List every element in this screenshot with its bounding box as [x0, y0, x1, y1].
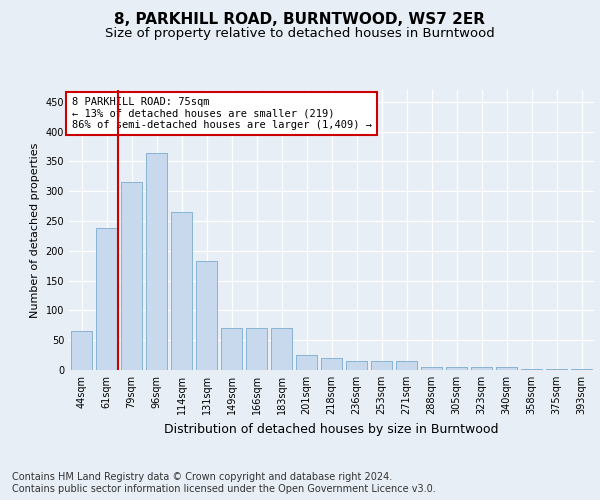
Bar [146, 152, 167, 370]
Bar [171, 212, 192, 370]
Bar [396, 361, 417, 370]
Bar [571, 369, 592, 370]
Bar [546, 369, 567, 370]
Bar [446, 367, 467, 370]
X-axis label: Distribution of detached houses by size in Burntwood: Distribution of detached houses by size … [164, 422, 499, 436]
Text: Contains public sector information licensed under the Open Government Licence v3: Contains public sector information licen… [12, 484, 436, 494]
Bar [346, 361, 367, 370]
Text: Contains HM Land Registry data © Crown copyright and database right 2024.: Contains HM Land Registry data © Crown c… [12, 472, 392, 482]
Bar [71, 332, 92, 370]
Bar [421, 367, 442, 370]
Bar [196, 261, 217, 370]
Bar [296, 355, 317, 370]
Text: Size of property relative to detached houses in Burntwood: Size of property relative to detached ho… [105, 28, 495, 40]
Bar [496, 367, 517, 370]
Y-axis label: Number of detached properties: Number of detached properties [30, 142, 40, 318]
Bar [121, 182, 142, 370]
Bar [471, 367, 492, 370]
Bar [221, 328, 242, 370]
Text: 8 PARKHILL ROAD: 75sqm
← 13% of detached houses are smaller (219)
86% of semi-de: 8 PARKHILL ROAD: 75sqm ← 13% of detached… [71, 97, 371, 130]
Bar [371, 361, 392, 370]
Bar [521, 369, 542, 370]
Bar [321, 358, 342, 370]
Bar [96, 228, 117, 370]
Bar [246, 328, 267, 370]
Bar [271, 328, 292, 370]
Text: 8, PARKHILL ROAD, BURNTWOOD, WS7 2ER: 8, PARKHILL ROAD, BURNTWOOD, WS7 2ER [115, 12, 485, 28]
